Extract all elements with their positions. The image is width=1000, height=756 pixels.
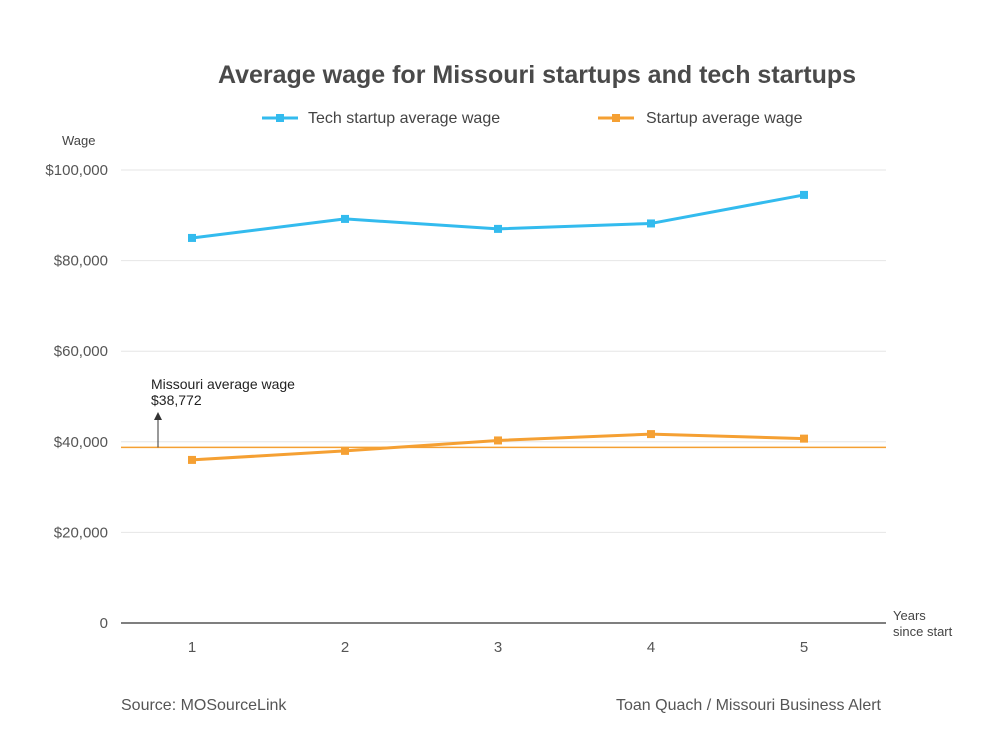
source-note: Source: MOSourceLink bbox=[121, 697, 287, 714]
data-point bbox=[647, 430, 655, 439]
y-axis-title: Wage bbox=[62, 133, 95, 148]
y-axis-ticks: 0 $20,000 $40,000 $60,000 $80,000 $100,000 bbox=[45, 162, 108, 632]
data-point bbox=[341, 214, 349, 223]
data-point bbox=[188, 233, 196, 242]
y-tick-label: 0 bbox=[100, 615, 108, 632]
series-group bbox=[188, 190, 808, 464]
reference-line-label-line: Missouri average wage bbox=[151, 376, 295, 392]
legend-label-startup: Startup average wage bbox=[646, 110, 803, 127]
legend: Tech startup average wage Startup averag… bbox=[262, 110, 803, 127]
x-tick-label: 5 bbox=[800, 639, 808, 656]
reference-line-label-line: $38,772 bbox=[151, 392, 202, 408]
x-axis-ticks: 1 2 3 4 5 bbox=[188, 639, 808, 656]
annotation-arrow-head bbox=[154, 412, 162, 420]
legend-item-startup: Startup average wage bbox=[598, 110, 803, 127]
credit-note: Toan Quach / Missouri Business Alert bbox=[616, 697, 882, 714]
series-startup bbox=[188, 430, 808, 464]
data-point bbox=[647, 219, 655, 228]
data-point bbox=[188, 455, 196, 464]
legend-label-tech: Tech startup average wage bbox=[308, 110, 500, 127]
data-point bbox=[341, 446, 349, 455]
y-tick-label: $80,000 bbox=[54, 253, 108, 270]
chart-title: Average wage for Missouri startups and t… bbox=[218, 61, 856, 89]
data-point bbox=[800, 190, 808, 199]
y-tick-label: $100,000 bbox=[45, 162, 108, 179]
y-tick-label: $20,000 bbox=[54, 524, 108, 541]
x-tick-label: 2 bbox=[341, 639, 349, 656]
reference-line-label: Missouri average wage $38,772 bbox=[151, 376, 295, 408]
x-axis-title-line1: Years bbox=[893, 608, 926, 623]
x-axis-title-line2: since start bbox=[893, 624, 953, 639]
legend-item-tech: Tech startup average wage bbox=[262, 110, 500, 127]
x-tick-label: 1 bbox=[188, 639, 196, 656]
legend-marker-startup bbox=[612, 114, 620, 122]
x-axis-title: Years since start bbox=[893, 608, 953, 639]
y-tick-label: $40,000 bbox=[54, 434, 108, 451]
series-tech-startup bbox=[188, 190, 808, 242]
legend-marker-tech bbox=[276, 114, 284, 122]
data-point bbox=[494, 436, 502, 445]
y-tick-label: $60,000 bbox=[54, 343, 108, 360]
x-tick-label: 3 bbox=[494, 639, 502, 656]
gridlines bbox=[121, 169, 886, 624]
data-point bbox=[494, 224, 502, 233]
x-tick-label: 4 bbox=[647, 639, 655, 656]
data-point bbox=[800, 434, 808, 443]
reference-line-group: Missouri average wage $38,772 bbox=[121, 376, 886, 449]
